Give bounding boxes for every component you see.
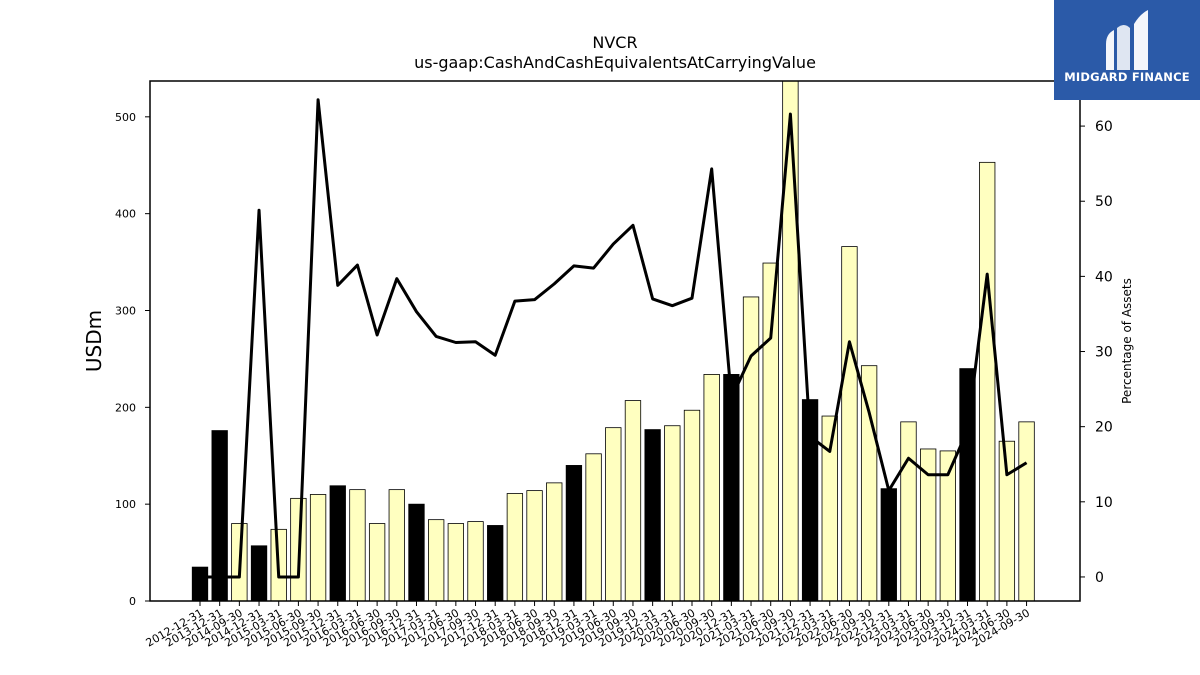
bar-2019-12-31 — [644, 429, 661, 602]
left-axis: 0 100 200 300 400 500 — [115, 111, 150, 608]
left-tick-label: 100 — [115, 498, 136, 511]
bar-2018-09-30 — [546, 482, 563, 602]
y-axis-title-left: USDm — [82, 310, 106, 372]
bar-2024-09-30 — [1018, 421, 1035, 602]
left-tick-label: 300 — [115, 304, 136, 317]
bar-2023-12-31 — [959, 368, 976, 602]
left-tick-label: 500 — [115, 111, 136, 124]
brand-logo: MIDGARD FINANCE — [1054, 0, 1200, 100]
left-tick-label: 200 — [115, 401, 136, 414]
right-tick-label: 30 — [1095, 345, 1113, 361]
bar-2020-03-31 — [664, 425, 681, 602]
brand-name: MIDGARD FINANCE — [1064, 70, 1190, 84]
bar-2017-12-31 — [487, 525, 504, 602]
bar-2018-12-31 — [565, 465, 583, 602]
left-tick-label: 0 — [129, 595, 136, 608]
bar-2021-03-31 — [742, 296, 760, 602]
bar-2018-06-30 — [526, 490, 543, 602]
bar-2019-06-30 — [605, 427, 622, 602]
percentage-line — [200, 98, 1028, 579]
bar-2013-12-31 — [211, 430, 228, 602]
left-tick-label: 400 — [115, 208, 136, 221]
bar-2012-12-31 — [191, 566, 209, 602]
chart-title: NVCR — [592, 33, 637, 52]
right-tick-label: 40 — [1095, 269, 1113, 285]
right-tick-label: 50 — [1095, 194, 1113, 210]
bar-2017-03-31 — [428, 519, 445, 602]
bar-2020-06-30 — [683, 409, 701, 602]
bar-2023-03-31 — [900, 421, 917, 602]
bar-2017-09-30 — [467, 521, 484, 602]
bar-2016-03-31 — [349, 489, 366, 602]
x-axis: 2012-12-312013-12-312014-09-302014-12-31… — [144, 601, 1032, 650]
y-axis-title-right: Percentage of Assets — [1120, 278, 1134, 404]
plot-frame — [149, 80, 1081, 602]
bar-2017-06-30 — [447, 523, 464, 602]
bar-2020-09-30 — [703, 374, 720, 602]
right-tick-label: 10 — [1095, 495, 1113, 511]
bar-2014-12-31 — [250, 545, 268, 602]
bar-2019-03-31 — [585, 453, 602, 602]
bar-group — [191, 80, 1035, 602]
bar-2019-09-30 — [624, 400, 642, 602]
right-tick-label: 20 — [1095, 420, 1113, 436]
bar-2024-03-31 — [979, 161, 996, 602]
bar-2016-12-31 — [408, 503, 425, 602]
bar-2016-06-30 — [368, 523, 386, 602]
midgard-logo-icon — [1106, 10, 1148, 70]
right-axis: 0 10 20 30 40 50 60 — [1080, 119, 1113, 586]
bar-2015-09-30 — [309, 494, 327, 602]
bar-2015-12-31 — [329, 485, 346, 602]
bar-2016-09-30 — [388, 489, 405, 602]
bar-2022-06-30 — [841, 246, 858, 602]
bar-2021-06-30 — [762, 262, 779, 602]
bar-2022-09-30 — [860, 365, 878, 602]
right-tick-label: 60 — [1095, 119, 1113, 135]
bar-2020-12-31 — [723, 374, 740, 602]
bar-2018-03-31 — [506, 493, 524, 602]
bar-2022-12-31 — [880, 488, 897, 602]
chart-subtitle: us-gaap:CashAndCashEquivalentsAtCarrying… — [414, 53, 816, 72]
right-tick-label: 0 — [1095, 570, 1104, 586]
